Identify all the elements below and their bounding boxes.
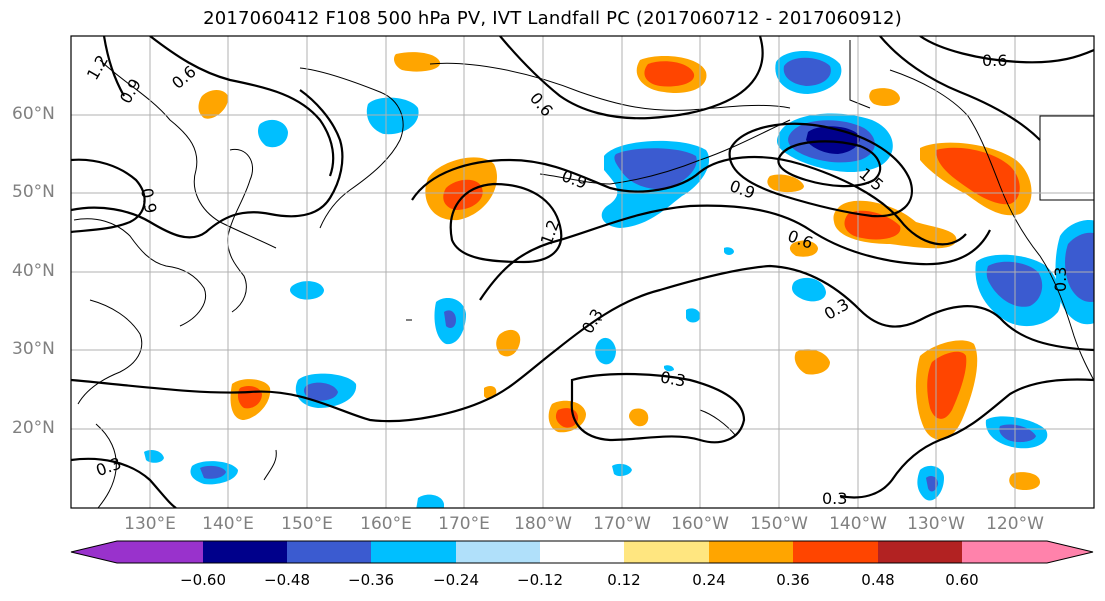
- contour-label: 0.9: [137, 187, 160, 215]
- colorbar-tick-label: −0.60: [180, 571, 226, 589]
- grid-lines: [71, 36, 1094, 508]
- colorbar-bin: [709, 541, 793, 563]
- lon-label: 180°W: [514, 514, 572, 534]
- lat-label: 60°N: [12, 104, 55, 124]
- contour-0.3-gulf: [879, 36, 1041, 141]
- lon-label: 150°E: [281, 514, 333, 534]
- contour-1.2: [449, 182, 563, 264]
- colorbar-bin: [793, 541, 878, 563]
- lon-label: 160°W: [671, 514, 729, 534]
- negative-anomaly-patches: [144, 50, 1094, 508]
- lon-label: 140°E: [202, 514, 254, 534]
- colorbar-bin: [962, 541, 1047, 563]
- colorbar-tick-label: −0.12: [517, 571, 563, 589]
- lon-label: 150°W: [750, 514, 808, 534]
- lat-label: 20°N: [12, 418, 55, 438]
- colorbar-bin: [456, 541, 540, 563]
- contour-0.6-japan: [71, 89, 344, 239]
- contour-0.6-arctic: [499, 36, 764, 120]
- contour-0.3-south: [71, 264, 1094, 423]
- colorbar-bin: [371, 541, 456, 563]
- colorbar: [70, 540, 1094, 564]
- map-frame: [70, 35, 1095, 509]
- contour-0.3-southwest: [71, 457, 177, 508]
- colorbar-tick-label: 0.48: [861, 571, 895, 589]
- colorbar-tick-label: −0.36: [348, 571, 394, 589]
- lon-label: 130°W: [907, 514, 965, 534]
- contour-label: 0.6: [982, 51, 1007, 70]
- colorbar-tick-label: 0.24: [692, 571, 726, 589]
- coastlines: [73, 40, 1094, 508]
- colorbar-extend-high: [1047, 541, 1093, 563]
- contour-0.9: [411, 155, 967, 246]
- colorbar-bin: [540, 541, 624, 563]
- pv-contours: [71, 36, 1094, 508]
- contour-0.3-east: [839, 378, 1094, 499]
- contour-0.9-west: [71, 158, 146, 234]
- colorbar-bin: [203, 541, 287, 563]
- colorbar-bin: [117, 541, 203, 563]
- colorbar-tick-label: 0.12: [607, 571, 641, 589]
- colorbar-bin: [624, 541, 709, 563]
- colorbar-tick-label: 0.36: [776, 571, 810, 589]
- lat-label: 30°N: [12, 339, 55, 359]
- contour-0.6-north: [149, 36, 335, 177]
- colorbar-bin: [287, 541, 371, 563]
- lat-label: 50°N: [12, 182, 55, 202]
- contour-1.2-alaska: [728, 122, 913, 218]
- contour-label: 0.3: [659, 367, 687, 390]
- contour-1.5: [777, 140, 882, 188]
- map-title: 2017060412 F108 500 hPa PV, IVT Landfall…: [203, 8, 902, 29]
- contour-0.3-loop: [570, 372, 746, 444]
- colorbar-tick-label: 0.60: [945, 571, 979, 589]
- lat-label: 40°N: [12, 261, 55, 281]
- contour-label: 0.3: [1051, 267, 1070, 292]
- contour-0.6: [479, 204, 991, 301]
- lon-label: 130°E: [124, 514, 176, 534]
- lon-label: 120°W: [986, 514, 1044, 534]
- lon-label: 160°E: [360, 514, 412, 534]
- colorbar-tick-label: −0.48: [264, 571, 310, 589]
- map-panel: 1.2 0.9 0.6 0.6 0.6 0.9 1.2 0.9 0.9 1.5 …: [71, 36, 1094, 508]
- colorbar-tick-label: −0.24: [433, 571, 479, 589]
- contour-label: 0.3: [822, 489, 847, 508]
- lon-label: 170°E: [438, 514, 490, 534]
- lon-label: 170°W: [593, 514, 651, 534]
- colorbar-extend-low: [71, 541, 117, 563]
- lon-label: 140°W: [829, 514, 887, 534]
- colorbar-bin: [878, 541, 962, 563]
